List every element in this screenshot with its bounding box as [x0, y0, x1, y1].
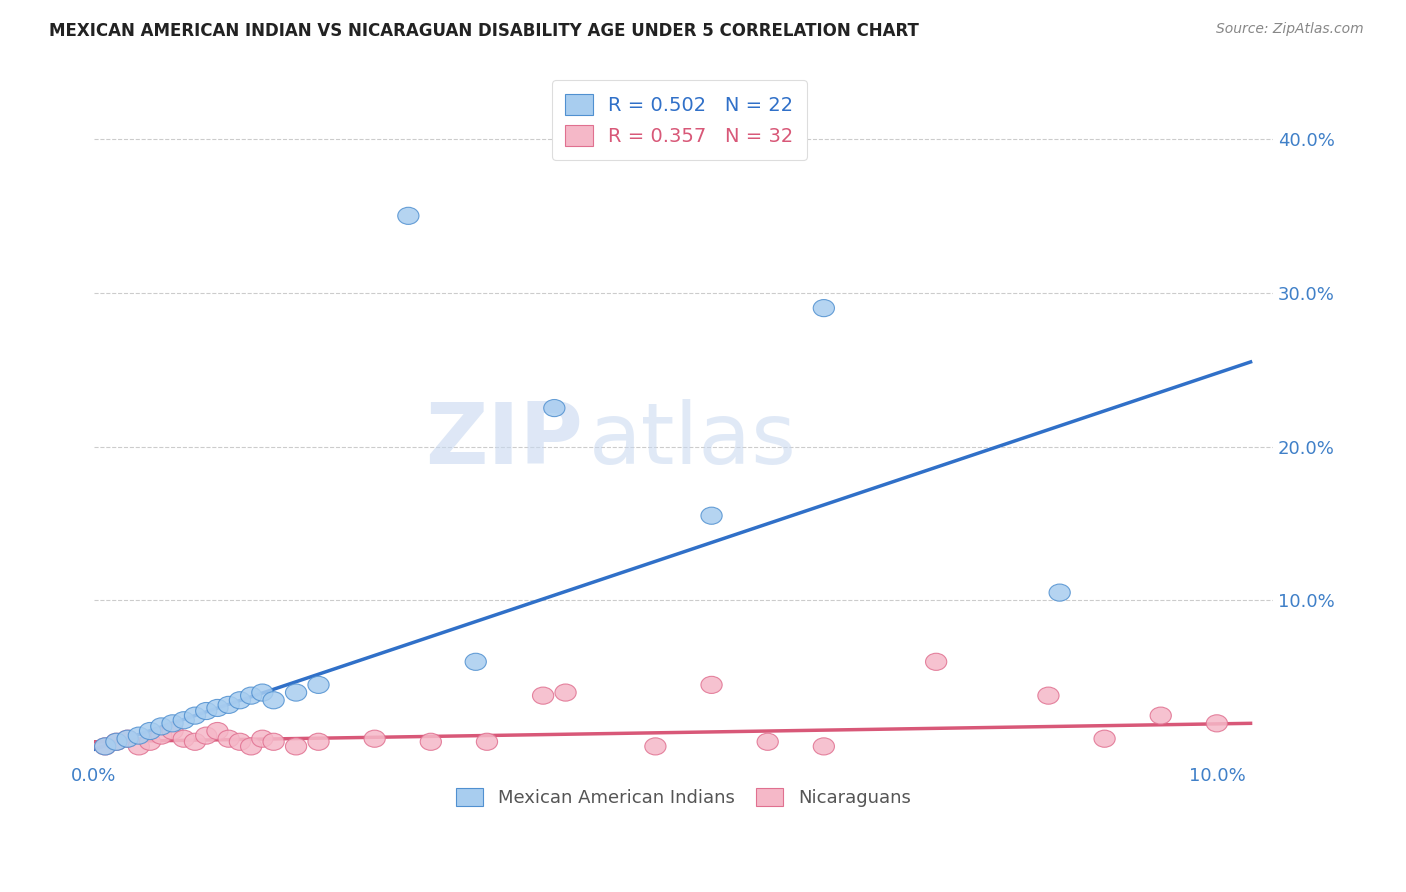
Ellipse shape: [308, 676, 329, 693]
Ellipse shape: [398, 207, 419, 225]
Ellipse shape: [173, 712, 194, 729]
Ellipse shape: [364, 731, 385, 747]
Ellipse shape: [117, 731, 138, 747]
Ellipse shape: [533, 687, 554, 704]
Ellipse shape: [702, 676, 723, 693]
Ellipse shape: [94, 738, 115, 755]
Ellipse shape: [477, 733, 498, 750]
Ellipse shape: [420, 733, 441, 750]
Ellipse shape: [218, 697, 239, 714]
Ellipse shape: [285, 738, 307, 755]
Ellipse shape: [756, 733, 779, 750]
Ellipse shape: [1150, 707, 1171, 724]
Text: atlas: atlas: [589, 399, 797, 482]
Ellipse shape: [702, 508, 723, 524]
Ellipse shape: [555, 684, 576, 701]
Ellipse shape: [465, 653, 486, 671]
Ellipse shape: [263, 733, 284, 750]
Ellipse shape: [162, 714, 183, 731]
Ellipse shape: [1206, 714, 1227, 731]
Ellipse shape: [105, 733, 127, 750]
Ellipse shape: [117, 731, 138, 747]
Ellipse shape: [1094, 731, 1115, 747]
Ellipse shape: [139, 733, 160, 750]
Ellipse shape: [128, 738, 149, 755]
Text: ZIP: ZIP: [426, 399, 583, 482]
Ellipse shape: [128, 727, 149, 744]
Ellipse shape: [105, 733, 127, 750]
Ellipse shape: [252, 731, 273, 747]
Ellipse shape: [925, 653, 946, 671]
Ellipse shape: [308, 733, 329, 750]
Ellipse shape: [229, 733, 250, 750]
Ellipse shape: [195, 727, 217, 744]
Ellipse shape: [184, 733, 205, 750]
Ellipse shape: [195, 703, 217, 720]
Ellipse shape: [139, 723, 160, 739]
Ellipse shape: [173, 731, 194, 747]
Ellipse shape: [252, 684, 273, 701]
Ellipse shape: [207, 723, 228, 739]
Ellipse shape: [813, 738, 834, 755]
Ellipse shape: [1038, 687, 1059, 704]
Ellipse shape: [218, 731, 239, 747]
Ellipse shape: [150, 727, 172, 744]
Ellipse shape: [184, 707, 205, 724]
Ellipse shape: [285, 684, 307, 701]
Ellipse shape: [263, 691, 284, 709]
Text: MEXICAN AMERICAN INDIAN VS NICARAGUAN DISABILITY AGE UNDER 5 CORRELATION CHART: MEXICAN AMERICAN INDIAN VS NICARAGUAN DI…: [49, 22, 920, 40]
Ellipse shape: [813, 300, 834, 317]
Ellipse shape: [229, 691, 250, 709]
Ellipse shape: [1049, 584, 1070, 601]
Ellipse shape: [240, 738, 262, 755]
Ellipse shape: [94, 738, 115, 755]
Ellipse shape: [207, 699, 228, 716]
Legend: Mexican American Indians, Nicaraguans: Mexican American Indians, Nicaraguans: [449, 780, 918, 814]
Text: Source: ZipAtlas.com: Source: ZipAtlas.com: [1216, 22, 1364, 37]
Ellipse shape: [150, 718, 172, 735]
Ellipse shape: [162, 723, 183, 739]
Ellipse shape: [544, 400, 565, 417]
Ellipse shape: [240, 687, 262, 704]
Ellipse shape: [645, 738, 666, 755]
